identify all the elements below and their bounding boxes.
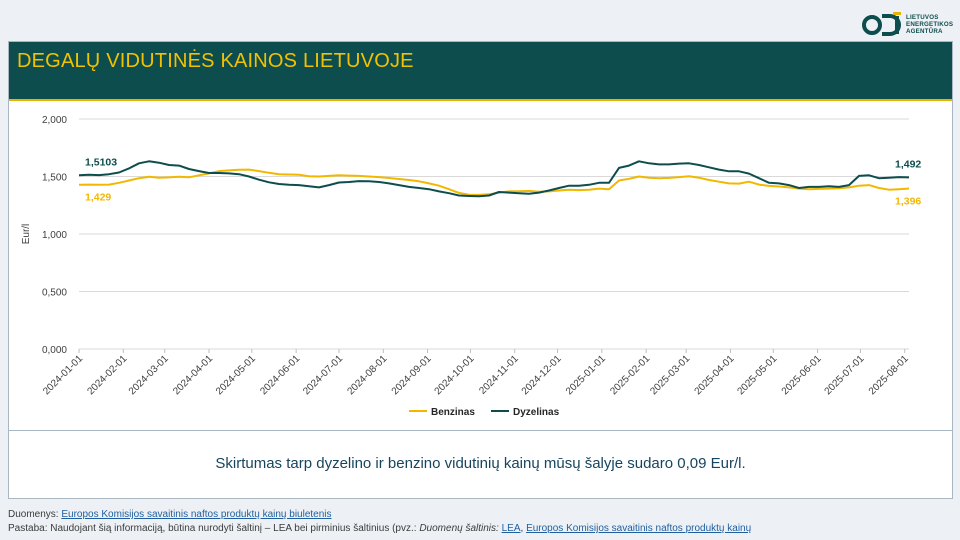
x-tick-label: 2025-08-01	[867, 353, 911, 397]
legend-label-benzinas: Benzinas	[431, 407, 475, 418]
data-label-start-dyzelinas: 1,5103	[85, 156, 117, 168]
x-tick-label: 2024-01-01	[41, 353, 85, 397]
summary-text: Skirtumas tarp dyzelino ir benzino vidut…	[215, 455, 746, 472]
y-tick-label: 1,500	[42, 173, 67, 184]
series-line-dyzelinas	[78, 160, 910, 198]
x-tick-label: 2025-03-01	[648, 353, 692, 397]
y-axis-label: Eur/l	[21, 224, 32, 245]
page-title: DEGALŲ VIDUTINĖS KAINOS LIETUVOJE	[17, 50, 414, 72]
source-link[interactable]: Europos Komisijos savaitinis naftos prod…	[61, 509, 332, 520]
x-tick-label: 2024-03-01	[127, 353, 171, 397]
x-tick-label: 2025-01-01	[564, 353, 608, 397]
x-tick-label: 2024-08-01	[345, 353, 389, 397]
footer: Duomenys: Europos Komisijos savaitinis n…	[8, 508, 908, 536]
x-tick-label: 2024-07-01	[301, 353, 345, 397]
x-tick-label: 2024-06-01	[258, 353, 302, 397]
x-tick-label: 2024-10-01	[433, 353, 477, 397]
note-link-lea[interactable]: LEA	[501, 523, 521, 534]
x-tick-label: 2024-02-01	[85, 353, 129, 397]
series-line-benzinas	[78, 168, 910, 196]
panel-divider	[9, 430, 952, 431]
y-tick-label: 1,000	[42, 230, 67, 241]
x-tick-label: 2025-02-01	[608, 353, 652, 397]
y-tick-label: 0,500	[42, 288, 67, 299]
x-tick-label: 2025-04-01	[693, 353, 737, 397]
note-link-ec[interactable]: Europos Komisijos savaitinis naftos prod…	[526, 523, 752, 534]
x-tick-label: 2024-09-01	[390, 353, 434, 397]
footer-note: Pastaba: Naudojant šią informaciją, būti…	[8, 522, 908, 536]
logo-mark-icon	[862, 12, 901, 36]
legend-label-dyzelinas: Dyzelinas	[513, 407, 560, 418]
note-italic: Duomenų šaltinis:	[419, 523, 502, 534]
logo-text: LIETUVOS ENERGETIKOS AGENTŪRA	[906, 14, 953, 36]
data-label-start-benzinas: 1,429	[85, 192, 111, 204]
logo-line-1: LIETUVOS	[906, 14, 939, 21]
y-tick-label: 2,000	[42, 115, 67, 126]
logo-line-2: ENERGETIKOS	[906, 21, 954, 29]
x-tick-label: 2024-04-01	[171, 353, 215, 397]
x-tick-label: 2025-06-01	[780, 353, 824, 397]
x-tick-label: 2025-05-01	[735, 353, 779, 397]
chart-panel: DEGALŲ VIDUTINĖS KAINOS LIETUVOJE 0,000 0…	[8, 41, 953, 499]
note-separator: ,	[520, 523, 527, 534]
data-label-end-dyzelinas: 1,492	[895, 158, 921, 170]
x-tick-label: 2024-11-01	[477, 353, 521, 397]
x-tick-label: 2024-12-01	[520, 353, 564, 397]
note-prefix: Pastaba: Naudojant šią informaciją, būti…	[8, 523, 420, 534]
title-bar: DEGALŲ VIDUTINĖS KAINOS LIETUVOJE	[9, 42, 952, 101]
agency-logo: LIETUVOS ENERGETIKOS AGENTŪRA	[862, 12, 954, 38]
x-tick-label: 2024-05-01	[214, 353, 258, 397]
data-label-end-benzinas: 1,396	[895, 195, 921, 207]
y-tick-label: 0,000	[42, 345, 67, 356]
source-label: Duomenys:	[8, 509, 62, 520]
footer-source: Duomenys: Europos Komisijos savaitinis n…	[8, 508, 908, 522]
fuel-price-chart: 0,000 0,500 1,000 1,500 2,000 Eur/l 2024-01-01…	[21, 115, 921, 418]
x-tick-label: 2025-07-01	[823, 353, 867, 397]
logo-line-3: AGENTŪRA	[906, 28, 943, 36]
